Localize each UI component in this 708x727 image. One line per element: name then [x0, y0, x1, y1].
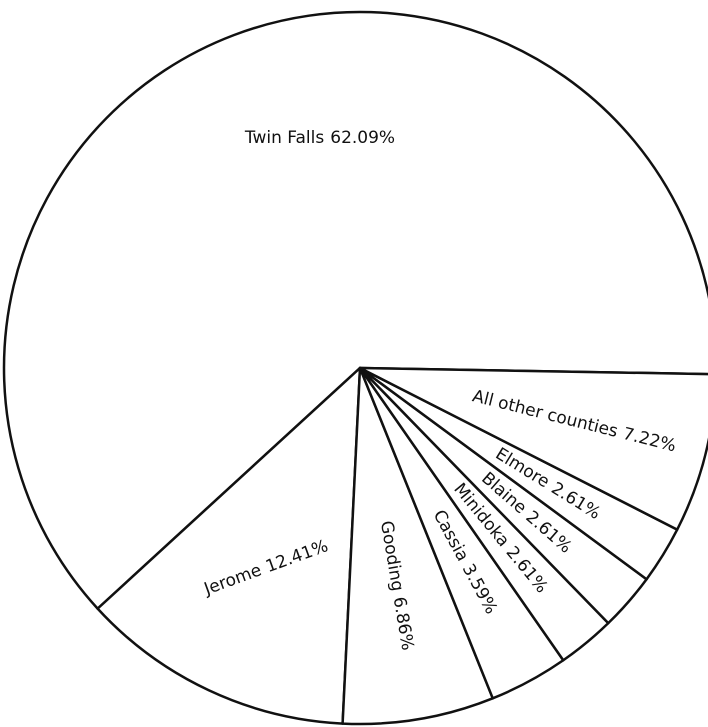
slice-label: Twin Falls 62.09% — [244, 128, 395, 148]
pie-slice — [2, 10, 708, 610]
slice-name: Twin Falls — [244, 128, 324, 148]
pie-slice — [96, 366, 362, 725]
slice-value: 62.09% — [330, 128, 395, 148]
pie-slice — [341, 366, 495, 726]
pie-slice — [358, 366, 708, 531]
